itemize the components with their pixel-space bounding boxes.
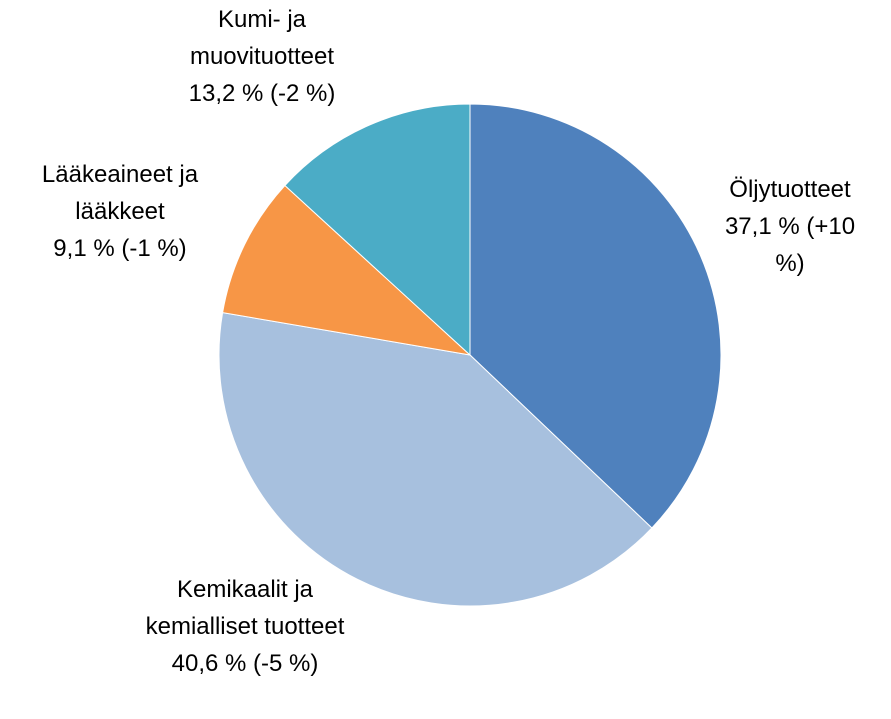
change-label: (+10 %) <box>775 213 856 277</box>
pie-slice <box>218 312 653 607</box>
pie-slice <box>284 103 471 357</box>
change-label: (-2 %) <box>270 80 336 107</box>
category-label: Kumi- ja muovituotteet <box>189 6 335 70</box>
slice-label: Kumi- ja muovituotteet 13,2 % (-2 %) <box>152 1 372 112</box>
slice-label: Kemikaalit ja kemialliset tuotteet 40,6 %… <box>140 571 350 682</box>
value-line: 40,6 % (-5 %) <box>140 645 350 682</box>
value-label: 37,1 % <box>724 213 800 240</box>
change-label: (-5 %) <box>253 650 319 677</box>
value-label: 13,2 % <box>188 80 264 107</box>
value-label: 9,1 % <box>53 235 115 262</box>
value-line: 9,1 % (-1 %) <box>10 230 230 267</box>
slice-label: Öljytuotteet 37,1 % (+10 %) <box>710 171 870 282</box>
value-line: 13,2 % (-2 %) <box>152 75 372 112</box>
slice-label: Lääkeaineet ja lääkkeet 9,1 % (-1 %) <box>10 156 230 267</box>
category-label: Kemikaalit ja kemialliset tuotteet <box>145 576 345 640</box>
category-label: Öljytuotteet <box>729 176 851 203</box>
change-label: (-1 %) <box>121 235 187 262</box>
value-line: 37,1 % (+10 %) <box>710 208 870 282</box>
pie-slice <box>469 103 722 529</box>
pie-slice <box>222 184 472 356</box>
category-label: Lääkeaineet ja lääkkeet <box>41 161 199 225</box>
value-label: 40,6 % <box>171 650 247 677</box>
